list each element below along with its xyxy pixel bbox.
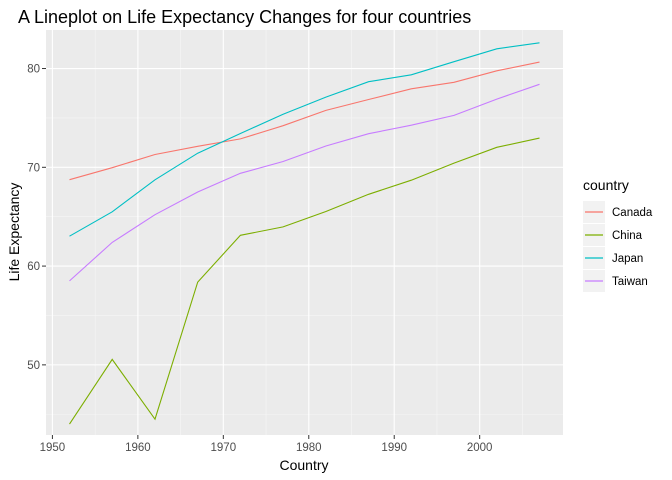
x-axis: 1950 1960 1970 1980 1990 2000 [40,435,493,454]
legend-label: Japan [612,253,643,265]
y-axis-title: Life Expectancy [6,183,22,282]
series-line-taiwan [69,83,540,282]
plot-panel [46,30,563,435]
x-tick-label: 1990 [381,442,407,454]
x-tick-label: 1970 [211,442,237,454]
chart-title: A Lineplot on Life Expectancy Changes fo… [18,7,471,27]
series-line-china [69,137,540,425]
x-tick-label: 2000 [467,442,493,454]
y-tick-label: 60 [27,261,40,273]
legend-label: Taiwan [612,276,648,288]
y-tick-label: 70 [27,162,40,174]
series-line-japan [69,42,540,237]
y-axis: 50 60 70 80 [27,64,46,372]
legend: country Canada China Japan Taiwan [583,177,653,292]
gridlines [46,30,563,435]
x-tick-label: 1980 [296,442,322,454]
legend-label: China [612,230,643,242]
legend-title: country [583,177,629,193]
y-tick-label: 50 [27,360,40,372]
y-tick-label: 80 [27,64,40,76]
legend-label: Canada [612,207,653,219]
series-line-canada [69,61,540,181]
x-tick-label: 1950 [40,442,66,454]
x-axis-title: Country [279,457,328,473]
x-tick-label: 1960 [125,442,151,454]
series-lines [69,42,540,425]
